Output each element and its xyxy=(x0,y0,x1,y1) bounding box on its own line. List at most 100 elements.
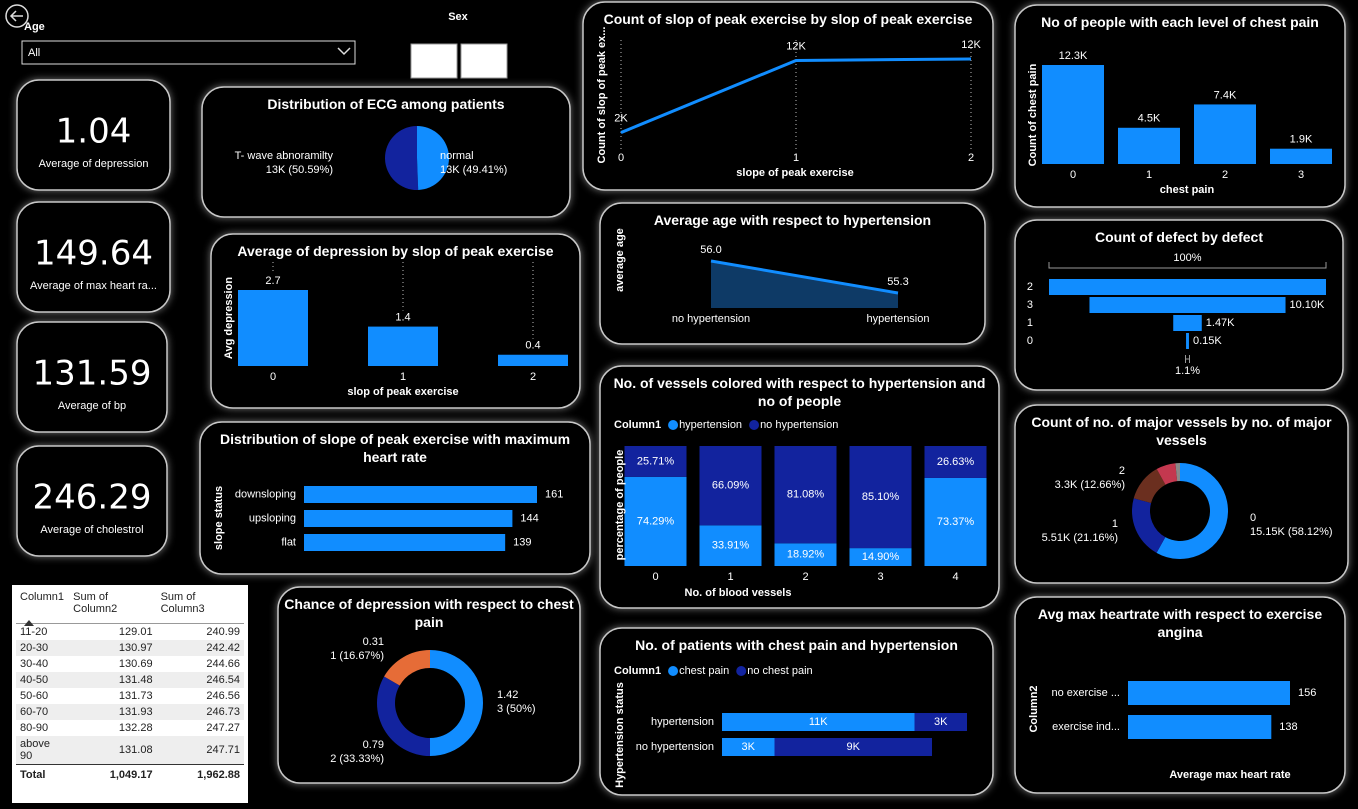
slice xyxy=(417,126,450,190)
funnel-marker xyxy=(1185,355,1190,363)
x-tick-label: 3 xyxy=(1298,169,1304,181)
bar-segment xyxy=(699,525,762,566)
table-row: 80-90 132.28 247.27 xyxy=(16,720,244,736)
data-label: 10.10K xyxy=(1290,299,1326,311)
y-tick-label: hypertension xyxy=(651,716,714,728)
sort-icon xyxy=(24,620,34,626)
slicer-option: 0 xyxy=(431,56,437,68)
bar xyxy=(498,354,568,366)
data-label: 85.10% xyxy=(862,491,900,503)
table-cell: 247.27 xyxy=(206,722,240,734)
column-header[interactable]: Sum of Column2 xyxy=(69,589,157,624)
slicer-button[interactable] xyxy=(460,43,508,79)
card xyxy=(16,79,171,191)
x-axis-title: Average max heart rate xyxy=(1169,769,1290,781)
legend-title: Column1 xyxy=(614,665,661,677)
x-tick-label: 2 xyxy=(802,571,808,583)
y-axis-title: Count of slop of peak ex... xyxy=(596,27,608,164)
bar-segment xyxy=(849,446,912,549)
chart-title: Distribution of slope of peak exercise w… xyxy=(219,431,571,465)
data-label: 0.4 xyxy=(525,340,540,352)
chart-title: Distribution of ECG among patients xyxy=(267,96,505,112)
table-cell: 50-60 xyxy=(20,690,49,702)
data-label: 33.91% xyxy=(712,540,750,552)
table-cell: 240.99 xyxy=(206,626,240,638)
data-label: 139 xyxy=(513,536,531,548)
slice-category: 0.79 xyxy=(363,739,384,751)
table-cell: 131.08 xyxy=(69,736,157,765)
data-label: 1.47K xyxy=(1206,317,1235,329)
table-cell: Total xyxy=(16,764,70,783)
table-grid: Column1 Sum of Column2 Sum of Column3 11-20… xyxy=(16,589,244,783)
y-tick-label: flat xyxy=(281,536,296,548)
x-tick-label: 2 xyxy=(968,152,974,164)
table-row: Total 1,049.17 1,962.88 xyxy=(16,764,244,783)
data-label: 12.3K xyxy=(1059,50,1088,62)
chart-title: Count of no. of major vessels by no. of … xyxy=(1031,414,1332,448)
data-label: 74.29% xyxy=(637,515,675,527)
data-label: 73.37% xyxy=(937,516,975,528)
x-tick-label: 0 xyxy=(652,571,658,583)
slice-category: normal xyxy=(440,150,474,162)
table-row: 40-50 131.48 246.54 xyxy=(16,672,244,688)
bar xyxy=(304,486,537,503)
table-row: above 90 131.08 247.71 xyxy=(16,736,244,765)
column-header[interactable]: Sum of Column3 xyxy=(156,589,244,624)
chart-title: Average of depression by slop of peak ex… xyxy=(237,243,554,259)
data-label: 2 (33.33%) xyxy=(330,753,384,765)
bar xyxy=(1128,681,1290,705)
y-tick-label: exercise ind... xyxy=(1052,721,1120,733)
bar xyxy=(1118,127,1180,164)
data-label: 55.3 xyxy=(887,276,908,288)
bar xyxy=(304,534,506,551)
panel xyxy=(582,1,994,191)
y-tick-label: 3 xyxy=(1027,299,1033,311)
bar-segment xyxy=(774,543,837,566)
bar-segment xyxy=(849,548,912,566)
slicer-option: 1 xyxy=(481,56,487,68)
data-label: 13K (50.59%) xyxy=(266,164,333,176)
column-header[interactable]: Column1 xyxy=(16,589,70,624)
slicer-button[interactable] xyxy=(410,43,458,79)
dropdown-value: All xyxy=(28,47,40,59)
dropdown[interactable] xyxy=(21,40,356,65)
card-label: Average of cholestrol xyxy=(40,524,143,536)
chart-title: No. of patients with chest pain and hype… xyxy=(635,637,958,653)
data-label: 1.9K xyxy=(1290,134,1313,146)
bar-segment xyxy=(699,446,762,526)
table-cell: 247.71 xyxy=(156,736,244,765)
area xyxy=(711,261,898,308)
table-cell: 131.93 xyxy=(69,704,157,720)
bar xyxy=(368,326,438,366)
slice xyxy=(1133,469,1166,504)
legend-label: no hypertension xyxy=(760,419,838,431)
data-label: 14.90% xyxy=(862,551,900,563)
legend-marker xyxy=(668,420,679,430)
y-axis-title: Hypertension status xyxy=(614,682,626,788)
bar-segment xyxy=(722,738,775,756)
x-tick-label: 1 xyxy=(727,571,733,583)
data-label: 0.15K xyxy=(1193,335,1222,347)
legend-label: chest pain xyxy=(679,665,729,677)
slice-category: 0 xyxy=(1250,512,1256,524)
data-label: 18.92% xyxy=(787,549,825,561)
x-tick-label: hypertension xyxy=(867,313,930,325)
back-button[interactable] xyxy=(5,4,29,28)
funnel-bar xyxy=(1186,333,1189,349)
table-row: 11-20 129.01 240.99 xyxy=(16,624,244,641)
bar-segment xyxy=(924,446,987,478)
x-tick-label: 1 xyxy=(793,152,799,164)
y-axis-title: slope status xyxy=(213,486,225,550)
bar xyxy=(1270,148,1332,164)
x-axis-title: chest pain xyxy=(1160,184,1215,196)
bar-segment xyxy=(924,477,987,566)
card-value: 131.59 xyxy=(33,354,152,394)
x-axis-title: slope of peak exercise xyxy=(736,167,853,179)
legend-marker xyxy=(668,666,679,676)
y-tick-label: no hypertension xyxy=(636,741,714,753)
card-label: Average of max heart ra... xyxy=(30,280,157,292)
chart-title: No. of vessels colored with respect to h… xyxy=(613,375,986,409)
table-cell: above 90 xyxy=(16,736,70,765)
slice xyxy=(1156,463,1228,559)
data-label: 3K xyxy=(934,716,948,728)
